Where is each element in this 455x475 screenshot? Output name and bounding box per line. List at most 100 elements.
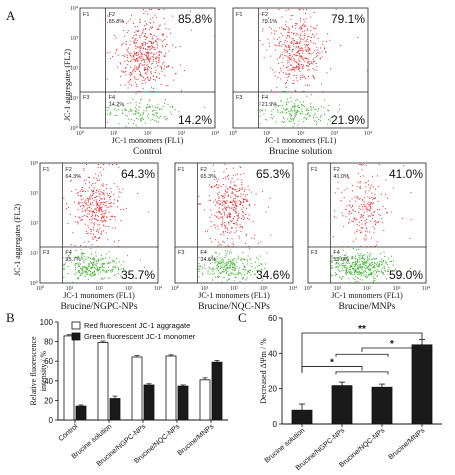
monomer-dot: [109, 114, 111, 116]
aggregate-dot: [375, 244, 377, 246]
aggregate-dot: [133, 22, 134, 24]
aggregate-dot: [379, 214, 381, 216]
aggregate-dot: [303, 26, 305, 27]
quadrant-small-upper-right: 79.1%: [262, 19, 278, 25]
monomer-dot: [359, 255, 361, 257]
aggregate-dot: [87, 232, 89, 234]
flow-plot-caption: Brucine/NQC-NPs: [198, 302, 270, 312]
aggregate-dot: [335, 9, 337, 10]
aggregate-dot: [214, 35, 215, 37]
monomer-dot: [315, 121, 317, 123]
monomer-dot: [103, 266, 105, 268]
aggregate-dot: [101, 209, 103, 211]
aggregate-dot: [88, 227, 90, 229]
aggregate-dot: [241, 227, 243, 229]
monomer-dot: [78, 265, 80, 267]
monomer-dot: [362, 266, 364, 268]
monomer-dot: [356, 259, 358, 261]
monomer-dot: [357, 262, 359, 264]
monomer-dot: [391, 255, 393, 257]
aggregate-dot: [100, 167, 102, 169]
quadrant-small-lower-right: 59.0%: [333, 257, 349, 263]
monomer-dot: [363, 263, 365, 265]
monomer-dot: [91, 271, 93, 273]
monomer-dot: [387, 270, 389, 272]
monomer-dot: [282, 104, 284, 106]
monomer-dot: [237, 274, 239, 276]
monomer-dot: [356, 249, 358, 251]
monomer-dot: [125, 274, 127, 276]
x-tick-label: 10²: [144, 131, 152, 137]
monomer-dot: [133, 123, 135, 125]
monomer-dot: [212, 255, 214, 257]
aggregate-dot: [305, 65, 307, 67]
aggregate-dot: [288, 61, 290, 63]
aggregate-dot: [149, 67, 150, 68]
monomer-dot: [240, 259, 242, 261]
monomer-dot: [358, 248, 360, 250]
aggregate-dot: [95, 201, 97, 203]
monomer-dot: [363, 275, 365, 277]
aggregate-dot: [364, 224, 366, 226]
aggregate-dot: [139, 35, 140, 37]
aggregate-dot: [351, 198, 353, 200]
monomer-dot: [291, 121, 293, 123]
aggregate-dot: [235, 202, 237, 204]
aggregate-dot: [153, 79, 155, 80]
y-tick-label: 10⁴: [30, 161, 38, 167]
aggregate-dot: [253, 238, 255, 240]
aggregate-dot: [234, 211, 236, 212]
monomer-dot: [381, 258, 383, 260]
aggregate-dot: [138, 46, 140, 48]
aggregate-dot: [291, 49, 293, 50]
aggregate-dot: [259, 13, 261, 15]
aggregate-dot: [114, 219, 116, 221]
aggregate-dot: [361, 231, 363, 233]
monomer-dot: [219, 265, 221, 267]
aggregate-dot: [154, 14, 156, 16]
monomer-dot: [352, 257, 354, 259]
aggregate-dot: [295, 55, 297, 57]
monomer-dot: [264, 263, 266, 265]
aggregate-dot: [308, 50, 310, 52]
aggregate-dot: [143, 9, 144, 10]
aggregate-dot: [130, 66, 131, 68]
aggregate-dot: [285, 24, 287, 26]
monomer-dot: [82, 269, 84, 271]
aggregate-dot: [245, 233, 247, 235]
aggregate-dot: [103, 215, 105, 217]
aggregate-dot: [293, 32, 295, 34]
monomer-dot: [79, 265, 81, 267]
aggregate-dot: [287, 50, 289, 52]
aggregate-dot: [293, 66, 295, 68]
monomer-dot: [265, 119, 267, 121]
aggregate-dot: [95, 173, 97, 175]
monomer-dot: [410, 271, 412, 273]
monomer-dot: [110, 113, 112, 115]
aggregate-dot: [235, 205, 237, 206]
monomer-dot: [104, 271, 106, 273]
aggregate-dot: [114, 91, 116, 92]
aggregate-dot: [244, 217, 246, 219]
aggregate-dot: [376, 241, 378, 243]
aggregate-dot: [106, 78, 108, 80]
aggregate-dot: [84, 202, 86, 204]
aggregate-dot: [313, 77, 315, 79]
aggregate-dot: [141, 55, 143, 57]
monomer-dot: [358, 269, 360, 271]
aggregate-dot: [370, 237, 372, 239]
aggregate-dot: [114, 216, 116, 217]
monomer-dot: [156, 107, 158, 109]
monomer-dot: [294, 112, 296, 114]
monomer-dot: [127, 103, 129, 105]
aggregate-dot: [224, 197, 226, 199]
bar: [199, 379, 211, 421]
monomer-dot: [94, 264, 96, 266]
aggregate-dot: [308, 85, 310, 87]
monomer-dot: [169, 106, 171, 108]
monomer-dot: [359, 259, 361, 261]
aggregate-dot: [149, 79, 151, 81]
aggregate-dot: [255, 193, 257, 195]
aggregate-dot: [277, 38, 278, 40]
aggregate-dot: [370, 215, 372, 217]
